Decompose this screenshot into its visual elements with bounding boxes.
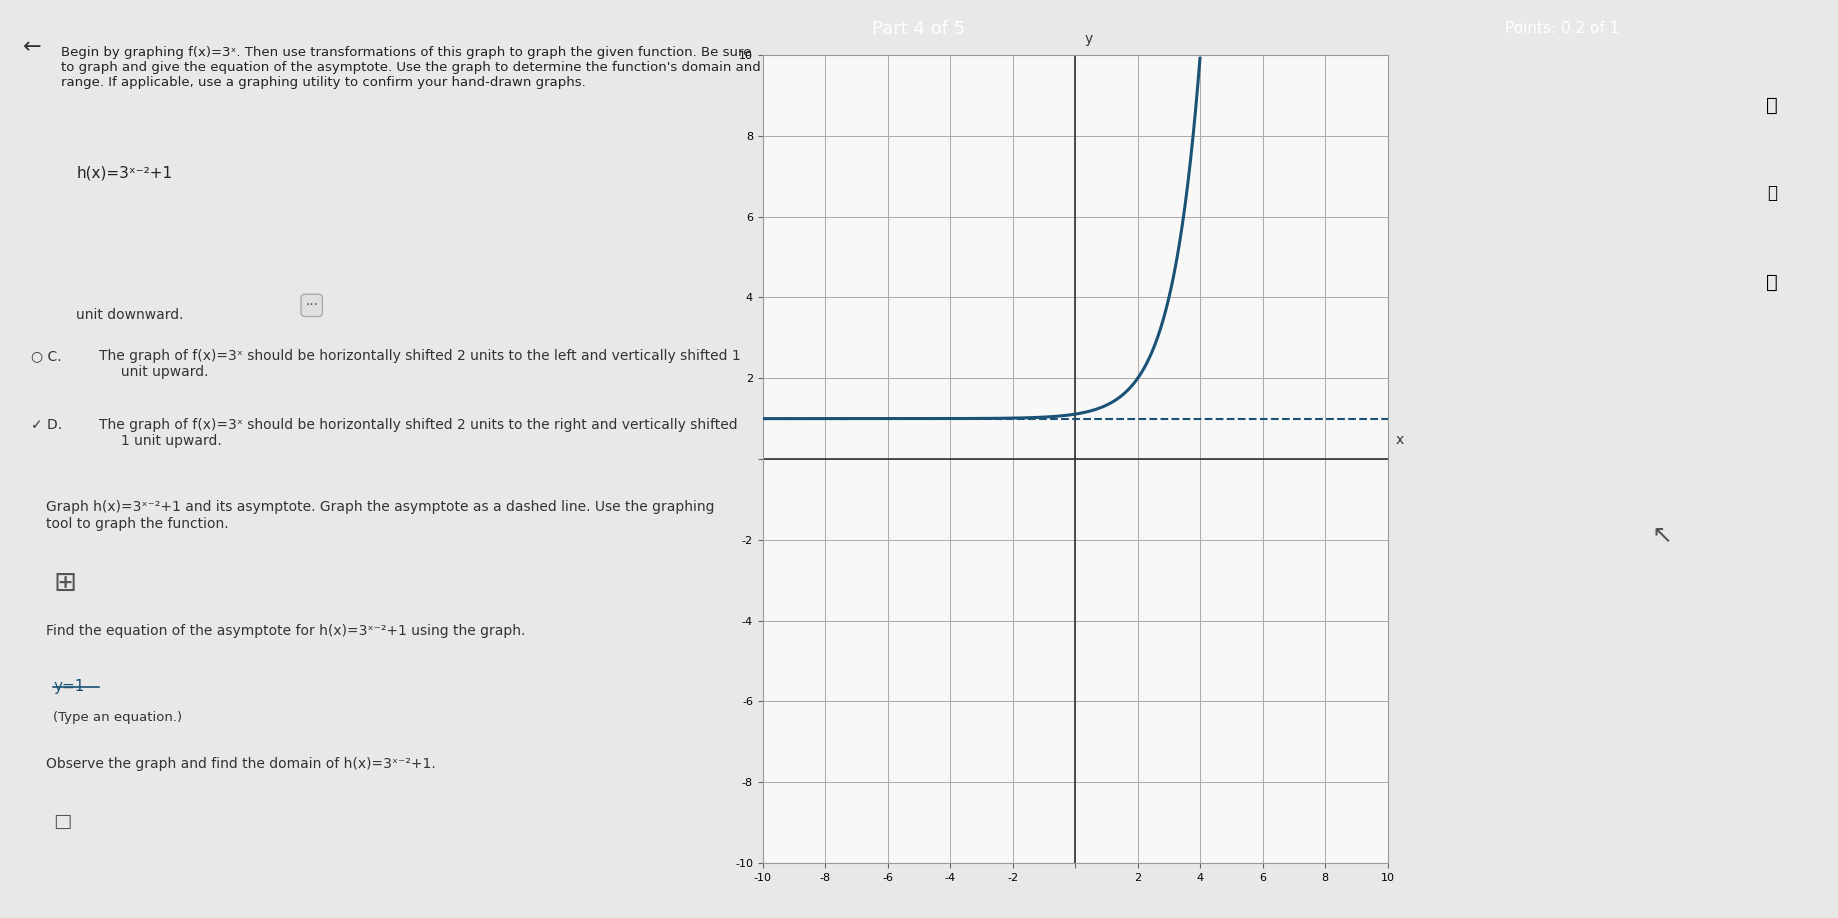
- Text: 🔍: 🔍: [1766, 95, 1777, 115]
- Text: Begin by graphing f(x)=3ˣ. Then use transformations of this graph to graph the g: Begin by graphing f(x)=3ˣ. Then use tran…: [61, 46, 761, 89]
- Text: Observe the graph and find the domain of h(x)=3ˣ⁻²+1.: Observe the graph and find the domain of…: [46, 757, 436, 771]
- Text: ⤢: ⤢: [1766, 274, 1777, 292]
- Text: □: □: [53, 812, 72, 832]
- Text: Find the equation of the asymptote for h(x)=3ˣ⁻²+1 using the graph.: Find the equation of the asymptote for h…: [46, 624, 526, 638]
- Text: 🔍: 🔍: [1766, 185, 1777, 202]
- Text: ↖: ↖: [1651, 523, 1673, 548]
- Text: y: y: [1084, 32, 1094, 46]
- Text: ···: ···: [305, 298, 318, 312]
- Text: Graph h(x)=3ˣ⁻²+1 and its asymptote. Graph the asymptote as a dashed line. Use t: Graph h(x)=3ˣ⁻²+1 and its asymptote. Gra…: [46, 500, 715, 531]
- Text: The graph of f(x)=3ˣ should be horizontally shifted 2 units to the left and vert: The graph of f(x)=3ˣ should be horizonta…: [99, 349, 741, 379]
- Text: unit downward.: unit downward.: [77, 308, 184, 321]
- Text: ⊞: ⊞: [53, 569, 77, 598]
- Text: The graph of f(x)=3ˣ should be horizontally shifted 2 units to the right and ver: The graph of f(x)=3ˣ should be horizonta…: [99, 418, 737, 448]
- Text: (Type an equation.): (Type an equation.): [53, 711, 182, 724]
- Text: y=1: y=1: [53, 679, 85, 694]
- Text: Points: 0.2 of 1: Points: 0.2 of 1: [1505, 21, 1619, 37]
- Text: ✓ D.: ✓ D.: [31, 418, 62, 431]
- Text: ○ C.: ○ C.: [31, 349, 61, 363]
- Text: x: x: [1397, 433, 1404, 447]
- Text: ←: ←: [22, 37, 42, 57]
- Text: Part 4 of 5: Part 4 of 5: [873, 20, 965, 38]
- Text: h(x)=3ˣ⁻²+1: h(x)=3ˣ⁻²+1: [77, 165, 173, 180]
